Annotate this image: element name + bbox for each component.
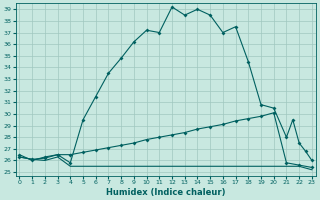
X-axis label: Humidex (Indice chaleur): Humidex (Indice chaleur) <box>106 188 225 197</box>
